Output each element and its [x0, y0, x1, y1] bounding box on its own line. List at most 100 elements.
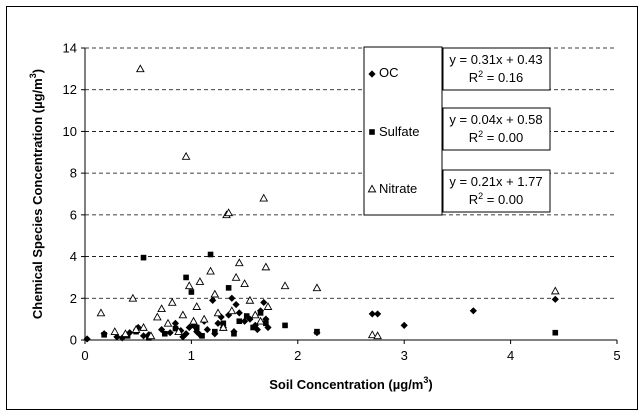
sulfate-point-20 [263, 320, 269, 327]
nitrate-point-22 [213, 308, 223, 317]
nitrate-point-12 [174, 327, 183, 335]
legend-item-sulfate: Sulfate [369, 124, 419, 139]
nitrate-point-10 [163, 318, 173, 327]
equation-box-oc: y = 0.31x + 0.43 R2 = 0.16 [442, 47, 551, 91]
oc-point-29 [235, 309, 243, 317]
sulfate-point-9 [193, 324, 200, 331]
legend-oc-label: OC [379, 65, 399, 80]
sulfate-point-7 [183, 274, 189, 281]
legend-item-nitrate: Nitrate [367, 181, 417, 196]
oc-point-39 [368, 310, 376, 318]
nitrate-point-38 [367, 330, 377, 339]
nitrate-point-21 [210, 289, 220, 298]
sulfate-point-12 [212, 328, 218, 335]
nitrate-point-35 [263, 302, 273, 310]
nitrate-point-7 [146, 331, 156, 340]
x-tick-label-3: 3 [401, 348, 408, 363]
x-tick-label-5: 5 [613, 348, 620, 363]
nitrate-point-20 [206, 266, 215, 275]
nitrate-point-18 [195, 277, 205, 285]
oc-point-31 [246, 315, 254, 323]
nitrate-point-31 [250, 310, 260, 319]
nitrate-point-26 [227, 306, 237, 315]
nitrate-point-39 [373, 331, 382, 340]
legend: OC Sulfate Nitrate [363, 46, 443, 216]
sulfate-point-17 [243, 313, 250, 319]
oc-point-15 [189, 321, 198, 329]
equation-nitrate: y = 0.21x + 1.77 [449, 174, 542, 189]
sulfate-point-10 [199, 333, 205, 339]
y-tick-label-4: 4 [70, 249, 77, 264]
nitrate-point-9 [157, 304, 166, 313]
nitrate-point-34 [261, 262, 271, 271]
x-axis-title: Soil Concentration (µg/m3) [269, 375, 432, 392]
legend-nitrate-label: Nitrate [379, 181, 417, 196]
nitrate-point-8 [152, 312, 162, 321]
nitrate-point-2 [121, 329, 130, 338]
sulfate-point-11 [207, 251, 214, 258]
legend-nitrate-symbol [367, 184, 377, 193]
y-tick-label-12: 12 [63, 82, 77, 97]
x-tick-label-2: 2 [294, 348, 301, 363]
oc-point-42 [469, 307, 477, 315]
nitrate-point-25 [224, 208, 234, 217]
x-axis-ticks: 0 1 2 3 4 5 [81, 340, 621, 363]
sulfate-point-14 [225, 285, 232, 291]
oc-point-9 [166, 329, 174, 337]
nitrate-point-29 [240, 279, 249, 288]
oc-point-26 [228, 294, 236, 302]
oc-point-16 [193, 328, 201, 336]
nitrate-point-3 [128, 293, 138, 302]
oc-point-28 [232, 300, 240, 309]
oc-point-41 [400, 321, 408, 329]
y-tick-label-8: 8 [70, 166, 77, 181]
sulfate-point-3 [140, 254, 147, 261]
oc-point-22 [214, 319, 222, 327]
y-tick-label-2: 2 [70, 291, 77, 306]
nitrate-point-11 [167, 297, 177, 306]
oc-point-2 [113, 333, 121, 341]
x-tick-label-0: 0 [81, 348, 88, 363]
legend-sulfate-symbol [369, 129, 375, 135]
equation-sulfate: y = 0.04x + 0.58 [449, 112, 542, 127]
y-tick-label-14: 14 [63, 41, 77, 56]
sulfate-point-18 [250, 324, 256, 331]
nitrate-point-6 [139, 322, 148, 331]
sulfate-point-22 [314, 328, 320, 335]
oc-point-10 [171, 319, 180, 327]
legend-sulfate-marker [369, 129, 375, 135]
nitrate-point-32 [256, 316, 265, 325]
sulfate-point-15 [231, 330, 237, 337]
sulfate-point-8 [188, 289, 195, 295]
sulfate-point-6 [172, 325, 179, 332]
nitrate-point-15 [184, 281, 194, 290]
nitrate-point-1 [110, 327, 120, 335]
nitrate-point-19 [199, 314, 209, 323]
oc-point-40 [374, 310, 382, 318]
sulfate-point-5 [162, 330, 168, 337]
oc-point-11 [177, 327, 185, 335]
sulfate-point-16 [236, 318, 243, 325]
nitrate-point-23 [218, 322, 228, 331]
nitrate-point-4 [131, 325, 141, 333]
oc-point-6 [139, 332, 148, 340]
legend-sulfate-label: Sulfate [379, 124, 419, 139]
nitrate-point-17 [192, 302, 202, 310]
sulfate-point-21 [282, 322, 288, 329]
equation-box-sulfate: y = 0.04x + 0.58 R2 = 0.00 [442, 107, 551, 151]
legend-item-oc: OC [368, 65, 399, 80]
nitrate-point-27 [231, 272, 241, 281]
legend-oc-marker [368, 70, 376, 78]
equation-oc: y = 0.31x + 0.43 [449, 52, 542, 67]
r2-nitrate: R2 = 0.00 [469, 191, 524, 207]
sulfate-point-23 [552, 329, 559, 336]
nitrate-point-13 [178, 310, 188, 319]
nitrate-point-36 [280, 281, 290, 290]
oc-point-33 [253, 325, 261, 334]
oc-point-0 [83, 335, 91, 343]
nitrate-point-37 [312, 283, 322, 292]
x-tick-label-1: 1 [188, 348, 195, 363]
y-tick-label-6: 6 [70, 207, 77, 222]
x-tick-label-4: 4 [507, 348, 514, 363]
